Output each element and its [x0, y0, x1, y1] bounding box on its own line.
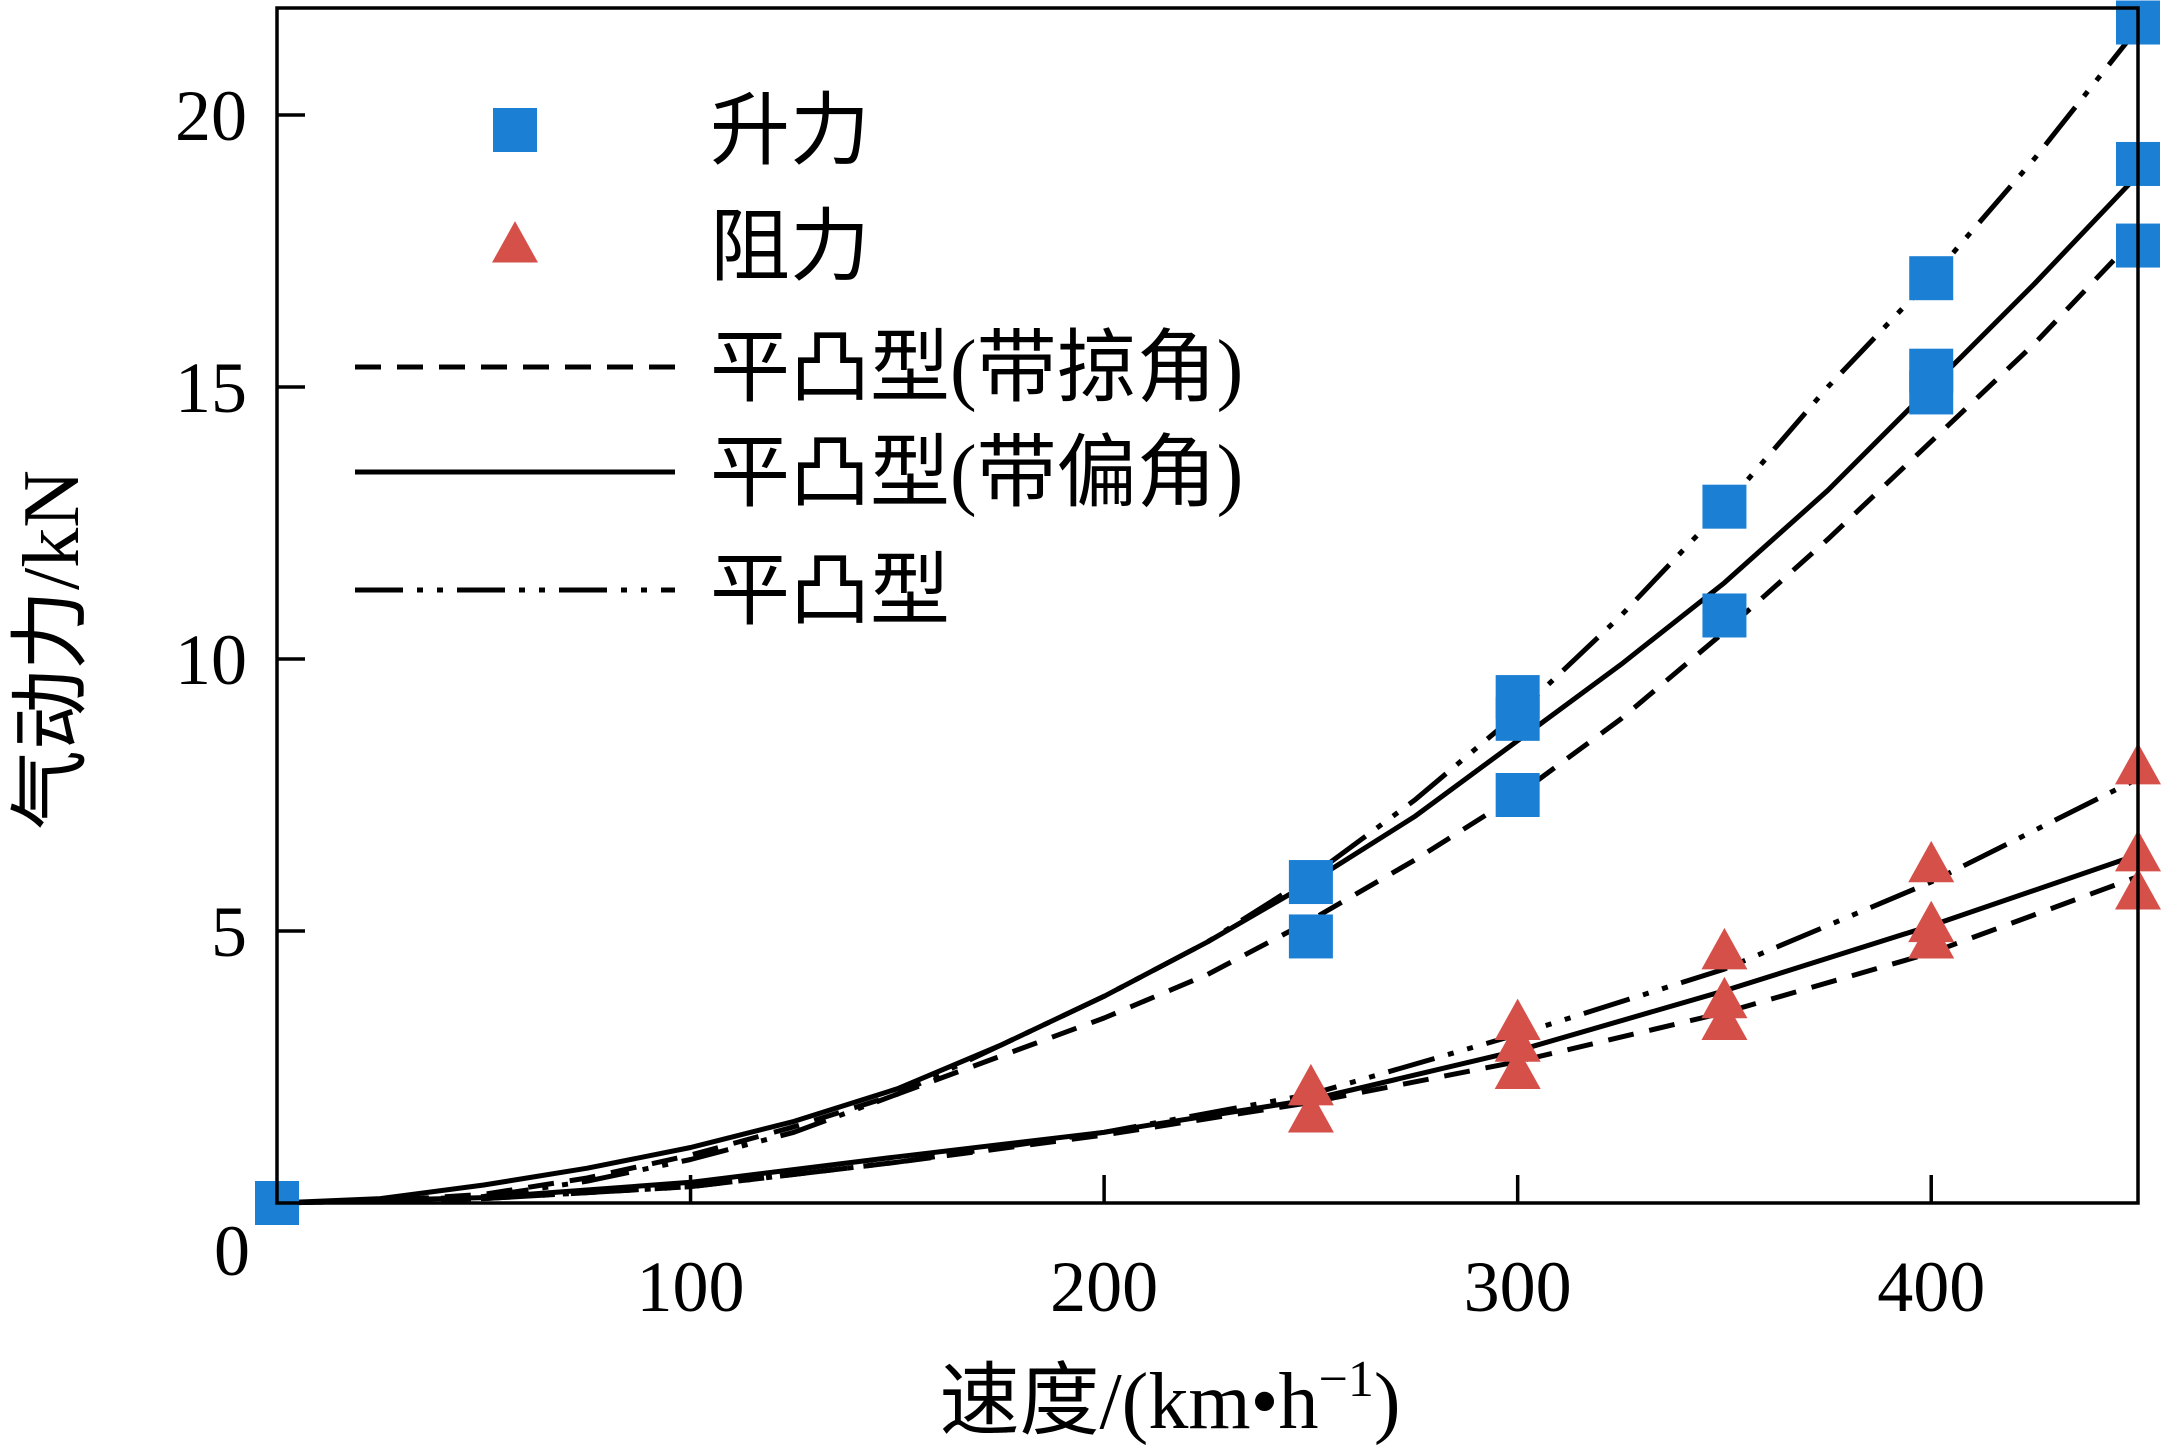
x-axis-label: 速度/(km•h−1)	[939, 1351, 1400, 1446]
fit-line-dashed	[276, 874, 2139, 1206]
lift-point	[1288, 860, 1333, 905]
x-tick-label: 200	[1050, 1247, 1158, 1327]
x-tick-label: 400	[1877, 1247, 1985, 1327]
y-tick-label: 10	[175, 620, 247, 700]
x-axis-label-superscript: −1	[1319, 1351, 1374, 1408]
x-tick-label: 300	[1464, 1247, 1572, 1327]
lift-point	[1702, 484, 1747, 529]
legend-item-plain: 平凸型	[355, 548, 950, 636]
lift-point	[1702, 593, 1747, 638]
legend-label: 平凸型(带掠角)	[710, 325, 1243, 413]
drag-point	[1287, 1063, 1334, 1106]
drag-point	[1494, 998, 1541, 1041]
data-markers	[255, 0, 2161, 1225]
drag-point	[1701, 927, 1748, 970]
lift-point	[1909, 256, 1954, 301]
lift-point	[1495, 696, 1540, 741]
legend-item-drag: 阻力	[492, 204, 870, 292]
axis-ticks: 100 200 300 400 5 10 15 20	[175, 76, 1985, 1327]
drag-point	[1701, 976, 1748, 1019]
legend-item-yaw: 平凸型(带偏角)	[355, 430, 1243, 518]
origin-tick-label: 0	[214, 1211, 250, 1291]
legend-triangle-icon	[492, 221, 538, 263]
fit-line-solid	[276, 852, 2139, 1206]
x-tick-label: 100	[637, 1247, 745, 1327]
y-axis-label: 气动力/kN	[8, 470, 96, 830]
fit-line-dashdotdot	[276, 776, 2140, 1206]
drag-point	[1701, 998, 1748, 1041]
y-tick-label: 15	[175, 348, 247, 428]
lift-point	[1495, 773, 1540, 817]
drag-point	[1908, 840, 1955, 883]
lift-point	[1288, 914, 1333, 959]
fit-lines	[276, 26, 2140, 1206]
lift-point	[1909, 370, 1954, 415]
drag-point	[1494, 1047, 1541, 1089]
x-axis-label-close: )	[1374, 1358, 1401, 1446]
legend-square-icon	[493, 108, 537, 152]
drag-point	[1494, 1020, 1541, 1062]
y-tick-label: 5	[211, 892, 247, 972]
legend-label: 平凸型	[710, 548, 950, 636]
legend-item-swept: 平凸型(带掠角)	[355, 325, 1243, 413]
y-tick-label: 20	[175, 76, 247, 156]
fit-line-dashed	[276, 232, 2140, 1206]
plot-frame	[275, 6, 2140, 1205]
fit-line-solid	[276, 173, 2140, 1206]
legend-label: 阻力	[710, 204, 870, 292]
legend-label: 升力	[710, 88, 870, 176]
x-axis-label-main: 速度/(km•h	[939, 1358, 1318, 1446]
drag-point	[1908, 917, 1955, 959]
drag-point	[1287, 1091, 1334, 1133]
legend-item-lift: 升力	[493, 88, 870, 176]
legend-label: 平凸型(带偏角)	[710, 430, 1243, 518]
fit-line-dashdotdot	[276, 26, 2140, 1206]
